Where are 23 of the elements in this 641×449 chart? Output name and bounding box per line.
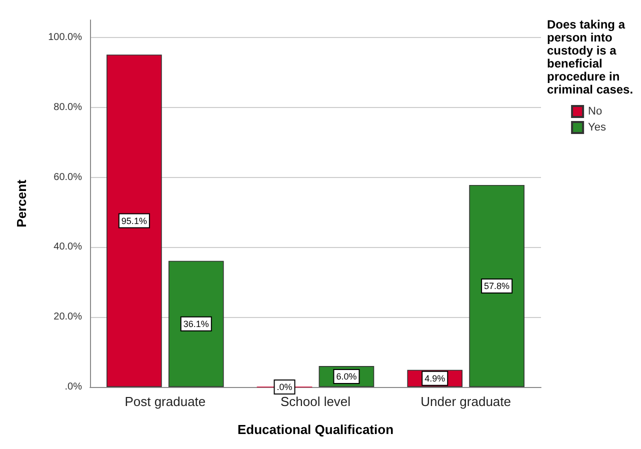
y-axis-title: Percent: [14, 178, 29, 228]
y-tick-label: 40.0%: [54, 242, 82, 253]
y-tick-label: 100.0%: [48, 32, 82, 43]
data-label: 95.1%: [121, 216, 147, 226]
y-tick-label: 20.0%: [54, 312, 82, 323]
data-label: .0%: [276, 382, 292, 392]
x-tick-label: School level: [280, 394, 351, 409]
data-label: 57.8%: [484, 280, 510, 291]
data-label: 6.0%: [336, 372, 357, 382]
legend-title: Does taking a person into custody is a beneficial procedure in criminal cases.: [547, 18, 634, 96]
x-axis-title: Educational Qualification: [237, 422, 394, 437]
y-tick-label: 60.0%: [54, 172, 82, 183]
bar: [168, 260, 224, 387]
legend-label: No: [588, 106, 602, 118]
x-tick-label: Post graduate: [124, 394, 206, 409]
data-label: 36.1%: [183, 318, 209, 329]
y-tick-label: 80.0%: [54, 102, 82, 113]
y-tick-label: .0%: [64, 382, 82, 392]
legend-label: Yes: [588, 122, 606, 134]
data-label: 4.9%: [424, 373, 446, 384]
bar: [469, 184, 524, 387]
bar: [106, 54, 162, 387]
x-tick-label: Under graduate: [420, 394, 512, 409]
